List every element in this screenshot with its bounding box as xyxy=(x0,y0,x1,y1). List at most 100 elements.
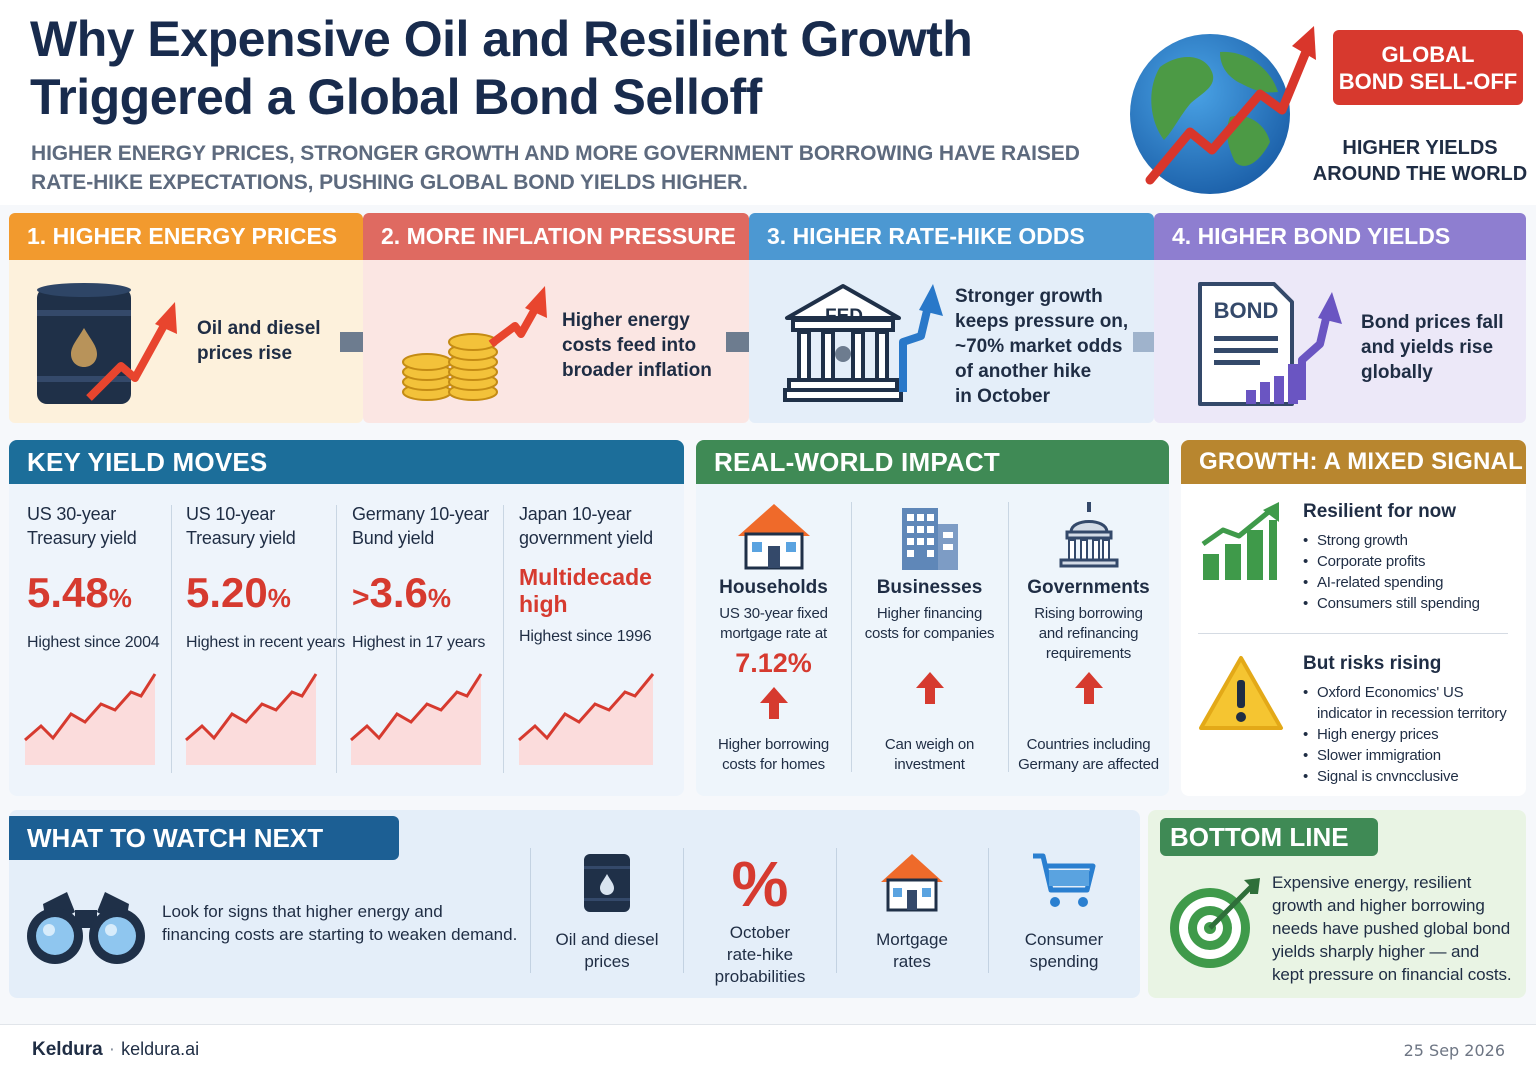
panel-title: REAL-WORLD IMPACT xyxy=(696,440,1169,484)
up-arrow-icon xyxy=(1074,672,1103,704)
step-line: ~70% market odds xyxy=(955,336,1123,357)
step-line: costs feed into xyxy=(562,335,697,356)
brand-name: Keldura xyxy=(32,1039,103,1060)
risks-title: But risks rising xyxy=(1303,653,1442,674)
impact-title: Businesses xyxy=(876,577,983,598)
step-higher-rate-hike-odds: 3. HIGHER RATE-HIKE ODDS FED Stronger gr… xyxy=(749,213,1154,423)
publish-date: 25 Sep 2026 xyxy=(1403,1041,1505,1060)
subtitle-line: rate-hike expectations, pushing global b… xyxy=(31,171,748,194)
list-item: Oxford Economics' US indicator in recess… xyxy=(1303,682,1521,724)
step-higher-energy-prices: 1. HIGHER ENERGY PRICES Oil and diesel p… xyxy=(9,213,363,423)
globe-arrow-icon xyxy=(1120,12,1320,202)
up-arrow-icon xyxy=(759,687,788,719)
resilient-block: Resilient for now Strong growth Corporat… xyxy=(1303,500,1480,614)
step-more-inflation-pressure: 2. MORE INFLATION PRESSURE Higher energy… xyxy=(363,213,749,423)
watch-oil-diesel: Oil and diesel prices xyxy=(532,850,682,973)
watch-rate-hike-probabilities: % October rate-hike probabilities xyxy=(685,850,835,988)
impact-foot: Countries including Germany are affected xyxy=(1018,736,1159,773)
divider xyxy=(503,505,504,773)
yield-value: Multidecade high xyxy=(519,564,652,617)
divider xyxy=(683,848,684,973)
risks-list: Oxford Economics' US indicator in recess… xyxy=(1303,682,1521,787)
divider xyxy=(836,848,837,973)
panel-title: BOTTOM LINE xyxy=(1160,818,1378,856)
badge-subtext: HIGHER YIELDS AROUND THE WORLD xyxy=(1300,135,1536,187)
up-arrow-icon xyxy=(915,672,944,704)
office-building-icon xyxy=(902,508,958,570)
what-to-watch-panel: WHAT TO WATCH NEXT Look for signs that h… xyxy=(9,810,1140,998)
oil-barrel-icon xyxy=(584,854,630,912)
footer: Keldura · keldura.ai 25 Sep 2026 xyxy=(0,1024,1536,1075)
watch-line: Look for signs that higher energy and xyxy=(162,902,443,921)
bottom-line-text: Expensive energy, resilient growth and h… xyxy=(1272,871,1512,986)
step-body: BOND Bond prices fall and yields rise gl… xyxy=(1154,260,1526,423)
house-icon xyxy=(881,854,943,912)
divider xyxy=(336,505,337,773)
bottom-line: kept pressure on financial costs. xyxy=(1272,965,1512,984)
header: Why Expensive Oil and Resilient Growth T… xyxy=(0,0,1536,205)
watch-mortgage-rates: Mortgage rates xyxy=(837,850,987,973)
fed-label: FED xyxy=(825,306,863,327)
house-icon xyxy=(738,504,810,570)
step-body: FED Stronger growth keeps pressure on, ~… xyxy=(749,260,1154,423)
yield-japan-10y: Japan 10-year government yield Multidecad… xyxy=(519,502,679,647)
yield-note: Highest since 1996 xyxy=(519,628,652,645)
trend-sparkline-icon xyxy=(350,673,483,765)
watch-label: Mortgage rates xyxy=(876,930,948,971)
growth-mixed-signal-panel: GROWTH: A MIXED SIGNAL Resilient for now… xyxy=(1181,440,1526,796)
step-text: Bond prices fall and yields rise globall… xyxy=(1361,310,1504,385)
step-text: Stronger growth keeps pressure on, ~70% … xyxy=(955,284,1128,409)
step-line: broader inflation xyxy=(562,360,712,381)
yield-label: Japan 10-year government yield xyxy=(519,504,653,548)
bottom-line: growth and higher borrowing xyxy=(1272,896,1485,915)
badge-line: BOND SELL-OFF xyxy=(1338,69,1518,94)
badge-sub-line: AROUND THE WORLD xyxy=(1312,163,1528,185)
percent-icon: % xyxy=(731,848,789,920)
panel-title: KEY YIELD MOVES xyxy=(9,440,684,484)
brand: Keldura · keldura.ai xyxy=(32,1039,199,1061)
trend-sparkline-icon xyxy=(518,673,655,765)
impact-governments: Governments Rising borrowing and refinanc… xyxy=(1011,498,1166,711)
yield-value: 5.48% xyxy=(27,569,132,616)
yield-us-30y: US 30-year Treasury yield 5.48% Highest s… xyxy=(27,502,187,653)
yield-germany-10y: Germany 10-year Bund yield >3.6% Highest … xyxy=(352,502,512,653)
capitol-icon xyxy=(1059,502,1119,568)
shopping-cart-icon xyxy=(1033,853,1096,907)
risks-block: But risks rising Oxford Economics' US in… xyxy=(1303,652,1521,787)
step-title: 2. MORE INFLATION PRESSURE xyxy=(363,213,749,260)
step-line: Higher energy xyxy=(562,310,690,331)
step-line: Oil and diesel xyxy=(197,318,321,339)
panel-title: GROWTH: A MIXED SIGNAL xyxy=(1181,440,1526,484)
badge-sub-line: HIGHER YIELDS xyxy=(1342,137,1498,159)
list-item: AI-related spending xyxy=(1303,572,1480,593)
watch-line: financing costs are starting to weaken d… xyxy=(162,925,518,944)
yield-note: Highest in 17 years xyxy=(352,634,486,651)
bond-document-icon xyxy=(1198,282,1342,406)
impact-desc: Higher financing costs for companies xyxy=(864,605,995,642)
step-body: Higher energy costs feed into broader in… xyxy=(363,260,749,423)
real-world-impact-panel: REAL-WORLD IMPACT Households US 30-year … xyxy=(696,440,1169,796)
list-item: High energy prices xyxy=(1303,724,1521,745)
impact-businesses: Businesses Higher financing costs for com… xyxy=(852,498,1007,711)
badge-line: GLOBAL xyxy=(1381,42,1475,67)
list-item: Slower immigration xyxy=(1303,745,1521,766)
brand-url[interactable]: keldura.ai xyxy=(121,1039,200,1059)
yield-note: Highest in recent years xyxy=(186,634,346,651)
resilient-title: Resilient for now xyxy=(1303,501,1457,522)
watch-label: Consumer spending xyxy=(1024,930,1104,971)
step-text: Oil and diesel prices rise xyxy=(197,316,321,366)
list-item: Signal is cnvncclusive xyxy=(1303,766,1521,787)
divider xyxy=(1198,633,1508,634)
coins-icon xyxy=(402,286,547,401)
impact-households: Households US 30-year fixed mortgage rate… xyxy=(696,498,851,726)
divider xyxy=(530,848,531,973)
step-line: and yields rise xyxy=(1361,337,1494,358)
fed-building-icon xyxy=(783,284,943,402)
mortgage-rate-value: 7.12% xyxy=(735,648,812,678)
yield-label: US 10-year Treasury yield xyxy=(186,504,296,548)
step-title: 3. HIGHER RATE-HIKE ODDS xyxy=(749,213,1154,260)
impact-foot: Higher borrowing costs for homes xyxy=(717,736,830,773)
impact-title: Governments xyxy=(1027,577,1150,598)
global-selloff-badge: GLOBAL BOND SELL-OFF xyxy=(1333,30,1523,105)
impact-foot: Can weigh on investment xyxy=(884,736,975,773)
